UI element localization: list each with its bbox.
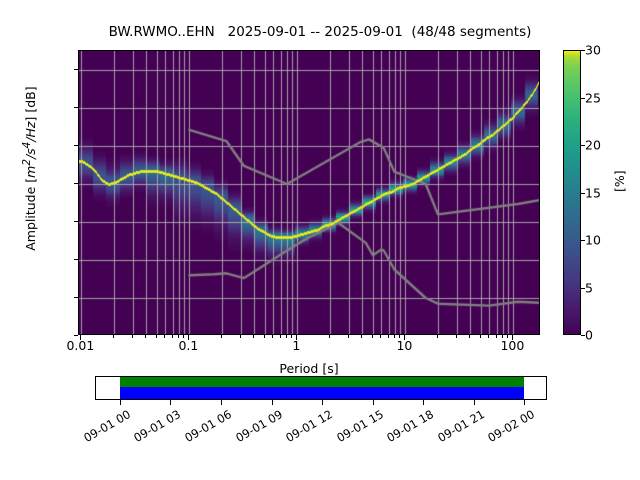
x-axis-tick-mark [240,335,241,338]
x-axis-tick-mark [286,335,287,338]
colorbar-tick-mark [581,98,585,99]
x-axis-tick-mark [394,335,395,338]
x-axis-tick-mark [496,335,497,338]
colorbar [563,50,581,335]
x-axis-tick-mark [348,335,349,338]
y-axis-tick-mark [74,221,78,222]
colorbar-tick-mark [581,240,585,241]
x-axis-tick-mark [221,335,222,338]
x-axis-tick-mark [388,335,389,338]
x-axis-tick-mark [512,335,513,340]
timeline-tick-label: 09-02 00 [485,407,538,445]
y-axis-tick-mark [74,335,78,336]
x-axis-tick-mark [372,335,373,338]
x-axis-tick-mark [188,335,189,340]
timeline-tick-label: 09-01 21 [435,407,487,445]
y-axis-label-text: Amplitude [m2/s4/Hz] [dB] [20,86,39,251]
timeline-segment-psd-coverage [119,377,525,387]
psd-histogram-canvas [79,51,539,334]
timeline-segment-data-coverage [119,387,525,399]
colorbar-tick-label: 25 [585,90,601,105]
timeline-tick-mark [272,400,273,405]
colorbar-tick-label: 0 [585,327,593,343]
x-axis-tick-mark [291,335,292,338]
timeline-tick-mark [170,400,171,405]
x-axis-tick-mark [296,335,297,340]
x-axis-tick-mark [264,335,265,338]
x-axis-tick-mark [488,335,489,338]
x-axis-tick-mark [80,335,81,340]
x-axis-tick-label: 0.1 [178,338,199,353]
x-axis-tick-mark [178,335,179,338]
x-axis-tick-label: 1 [292,338,301,353]
x-axis-tick-mark [113,335,114,338]
timeline-tick-label: 09-01 00 [81,407,133,445]
colorbar-tick-mark [581,50,585,51]
x-axis-tick-label: 100 [500,338,525,353]
x-axis-tick-label: 0.01 [66,338,95,353]
timeline-tick-mark [474,400,475,405]
timeline-tick-label: 09-01 12 [283,407,336,445]
timeline-axes[interactable] [95,376,547,400]
x-axis-tick-mark [156,335,157,338]
x-axis-tick-label: 10 [396,338,413,353]
x-axis-tick-mark [502,335,503,338]
y-axis-tick-mark [74,145,78,146]
colorbar-tick-mark [581,288,585,289]
ppsd-axes [78,50,540,335]
x-axis-tick-mark [164,335,165,338]
x-axis-tick-mark [380,335,381,338]
x-axis-tick-mark [480,335,481,338]
timeline-tick-mark [120,400,121,405]
colorbar-tick-label: 10 [585,232,601,248]
x-axis-tick-mark [404,335,405,340]
x-axis-tick-mark [145,335,146,338]
y-axis-tick-mark [74,107,78,108]
colorbar-label: [%] [612,170,627,192]
x-axis-tick-mark [456,335,457,338]
timeline-tick-mark [423,400,424,405]
x-axis-label: Period [s] [279,361,339,376]
x-axis-tick-mark [183,335,184,338]
timeline-tick-mark [322,400,323,405]
timeline-tick-mark [524,400,525,405]
timeline-tick-label: 09-01 03 [131,407,184,445]
timeline-tick-label: 09-01 09 [232,407,285,445]
figure-title: BW.RWMO..EHN 2025-09-01 -- 2025-09-01 (4… [108,24,532,40]
timeline-tick-mark [221,400,222,405]
colorbar-tick-label: 30 [585,42,601,58]
y-axis-tick-mark [74,297,78,298]
timeline-tick-label: 09-01 06 [182,407,235,445]
x-axis-tick-mark [329,335,330,338]
x-axis-tick-mark [132,335,133,338]
y-axis-tick-mark [74,69,78,70]
colorbar-tick-label: 15 [585,185,601,200]
x-axis-tick-mark [507,335,508,338]
y-axis-tick-mark [74,259,78,260]
x-axis-tick-mark [361,335,362,338]
timeline-tick-label: 09-01 15 [333,407,386,445]
colorbar-tick-label: 5 [585,280,593,295]
timeline-tick-label: 09-01 18 [384,407,437,445]
x-axis-tick-mark [253,335,254,338]
colorbar-tick-label: 20 [585,137,601,153]
y-axis-tick-mark [74,183,78,184]
x-axis-tick-mark [272,335,273,338]
x-axis-tick-mark [172,335,173,338]
colorbar-tick-mark [581,335,585,336]
x-axis-tick-mark [469,335,470,338]
timeline-tick-mark [373,400,374,405]
x-axis-tick-mark [437,335,438,338]
x-axis-tick-mark [280,335,281,338]
x-axis-tick-mark [399,335,400,338]
y-axis-label: Amplitude [m2/s4/Hz] [dB] [21,26,38,311]
colorbar-tick-mark [581,145,585,146]
colorbar-tick-mark [581,193,585,194]
